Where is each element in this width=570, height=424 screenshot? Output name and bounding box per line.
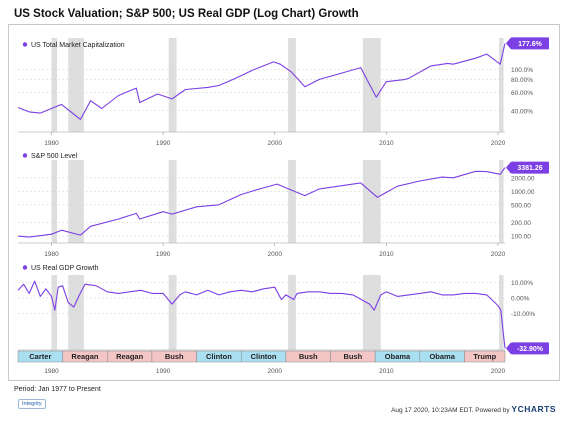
y-tick-label: 100.0% [511,67,533,74]
president-label: Bush [165,352,184,361]
panel-3: 10.00% 0.00% -10.00% 1980 1990 2000 2010 2020 US… [17,265,549,375]
x-tick-label: 2010 [379,140,394,147]
x-tick-label: 1990 [156,140,171,147]
last-value-text: -32.90% [517,346,544,353]
x-tick-label: 2020 [491,140,506,147]
recession-band [499,38,504,132]
chart-frame [8,24,560,381]
recession-band [288,38,296,132]
x-tick-label: 1990 [156,368,171,375]
last-value-text: 3381.26 [517,165,542,172]
x-tick-label: 1980 [44,140,59,147]
y-tick-label: 100.00 [511,234,531,241]
y-tick-label: 500.00 [511,202,531,209]
footer: Aug 17 2020, 10:23AM EDT. Powered by YCH… [300,404,556,414]
panel-1: 40.00% 60.00% 80.00% 100.0% 1980 1990 2000 2010… [17,37,549,147]
series-label: US Real GDP Growth [31,265,99,272]
recession-band [168,275,177,350]
series-line [17,167,506,238]
recession-band [288,160,296,243]
recession-band [51,275,58,350]
president-label: Clinton [251,352,277,361]
president-label: Reagan [71,352,99,361]
recession-band [168,38,177,132]
footer-text: Aug 17 2020, 10:23AM EDT. Powered by [391,407,512,414]
page-title: US Stock Valuation; S&P 500; US Real GDP… [14,8,359,20]
y-tick-label: 200.00 [511,220,531,227]
y-tick-label: 0.00% [511,295,530,302]
recession-band [499,160,504,243]
x-tick-label: 2020 [491,368,506,375]
panel-2: 100.00 200.00 500.00 1000.00 2000.00 1980 1990… [17,153,549,258]
y-tick-label: -10.00% [511,311,535,318]
president-label: Trump [473,352,496,361]
president-label: Obama [429,352,455,361]
last-value-text: 177.6% [518,41,543,48]
recession-band [51,160,58,243]
x-tick-label: 2020 [491,251,506,258]
recession-band [288,275,296,350]
legend-dot [22,42,28,47]
legend-dot [22,153,28,158]
period-label: Period: Jan 1977 to Present [14,386,101,393]
president-label: Clinton [206,352,232,361]
badge-pointer [506,342,511,355]
series-line [17,280,506,349]
x-tick-label: 2010 [379,251,394,258]
president-label: Obama [385,352,411,361]
x-tick-label: 2000 [267,140,282,147]
last-value-badge [511,161,549,174]
integrity-logo: Integrity [18,399,46,409]
x-tick-label: 1980 [44,368,59,375]
series-label: S&P 500 Level [31,153,78,160]
x-tick-label: 2000 [267,368,282,375]
recession-band [68,160,84,243]
recession-band [362,275,381,350]
x-tick-label: 2010 [379,368,394,375]
x-tick-label: 1990 [156,251,171,258]
president-term [464,350,506,363]
recession-band [362,160,381,243]
legend-dot [22,265,28,270]
president-label: Bush [343,352,362,361]
y-tick-label: 2000.00 [511,175,535,182]
recession-band [51,38,58,132]
president-label: Carter [29,352,51,361]
badge-pointer [506,37,511,50]
x-tick-label: 1980 [44,251,59,258]
y-tick-label: 1000.00 [511,189,535,196]
last-value-badge [511,342,549,355]
y-tick-label: 80.00% [511,77,533,84]
y-tick-label: 10.00% [511,280,533,287]
y-tick-label: 40.00% [511,108,533,115]
president-label: Reagan [116,352,144,361]
last-value-badge [511,37,549,50]
series-label: US Total Market Capitalization [31,42,125,49]
series-line [17,43,506,120]
y-tick-label: 60.00% [511,90,533,97]
recession-band [68,275,84,350]
x-tick-label: 2000 [267,251,282,258]
badge-pointer [506,161,511,174]
ycharts-brand[interactable]: YCHARTS [511,404,556,414]
recession-band [362,38,381,132]
recession-band [168,160,177,243]
president-label: Bush [299,352,318,361]
recession-band [68,38,84,132]
